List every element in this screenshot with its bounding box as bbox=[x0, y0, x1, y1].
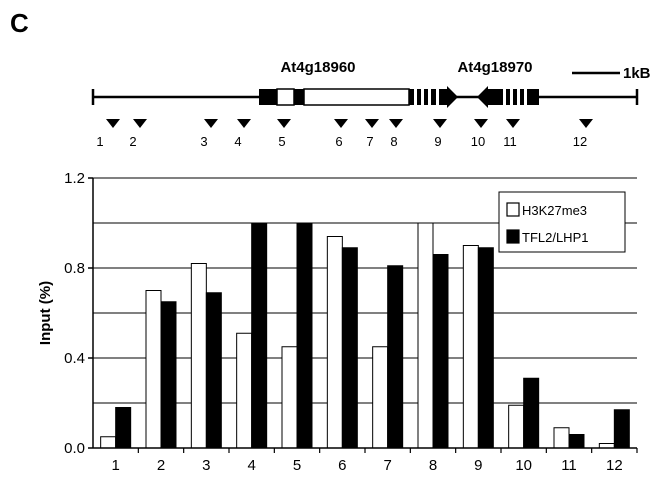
bar-h3k27me3 bbox=[326, 236, 343, 449]
exon-block bbox=[294, 89, 304, 105]
bar-chart: 0.00.40.81.2 1 2 3 4 5 6 7 8 9 10 11 12 Input (%) H… bbox=[37, 170, 638, 474]
gene-map: At4g18960 At4g18970 1kB 1 2 3 4 5 6 7 8 9 10 11 12 bbox=[91, 59, 651, 149]
gene-label-2: At4g18970 bbox=[457, 59, 532, 76]
bar-h3k27me3 bbox=[100, 436, 117, 449]
y-tick-label: 0.8 bbox=[64, 260, 85, 277]
bar-tfl2-lhp1 bbox=[432, 254, 449, 449]
site-label: 11 bbox=[503, 134, 517, 149]
x-tick-label: 10 bbox=[515, 457, 532, 474]
x-tick-label: 8 bbox=[429, 457, 437, 474]
bar-tfl2-lhp1 bbox=[613, 409, 630, 449]
x-tick-label: 9 bbox=[474, 457, 482, 474]
exon-cluster bbox=[488, 89, 539, 105]
exon-block bbox=[259, 89, 277, 105]
y-axis-title: Input (%) bbox=[37, 281, 54, 345]
site-marker-icon bbox=[389, 119, 403, 128]
bar-tfl2-lhp1 bbox=[205, 292, 222, 449]
x-tick-label: 7 bbox=[383, 457, 391, 474]
bar-tfl2-lhp1 bbox=[477, 247, 494, 449]
site-label: 9 bbox=[434, 134, 441, 149]
bar-tfl2-lhp1 bbox=[296, 222, 313, 449]
site-label: 6 bbox=[335, 134, 342, 149]
x-tick-label: 5 bbox=[293, 457, 301, 474]
x-tick-label: 1 bbox=[111, 457, 119, 474]
site-marker-icon bbox=[334, 119, 348, 128]
bars bbox=[100, 222, 630, 449]
bar-h3k27me3 bbox=[462, 245, 479, 449]
y-tick-labels: 0.0 0.4 0.8 1.2 bbox=[64, 170, 93, 457]
site-marker-icon bbox=[579, 119, 593, 128]
panel-letter: C bbox=[10, 8, 29, 38]
site-marker-icon bbox=[237, 119, 251, 128]
site-label: 10 bbox=[471, 134, 485, 149]
site-marker-icon bbox=[365, 119, 379, 128]
legend: H3K27me3 TFL2/LHP1 bbox=[498, 191, 626, 253]
x-tick-label: 2 bbox=[157, 457, 165, 474]
gene-label-1: At4g18960 bbox=[280, 59, 355, 76]
intron-block bbox=[303, 88, 410, 106]
site-marker-icon bbox=[133, 119, 147, 128]
site-label: 8 bbox=[390, 134, 397, 149]
legend-box bbox=[498, 191, 626, 253]
site-marker-icon bbox=[277, 119, 291, 128]
y-tick-label: 1.2 bbox=[64, 170, 85, 187]
y-tick-label: 0.4 bbox=[64, 350, 85, 367]
gene-at4g18970 bbox=[477, 86, 539, 108]
scale-label: 1kB bbox=[623, 65, 651, 82]
bar-h3k27me3 bbox=[236, 332, 253, 449]
legend-swatch-tfl2 bbox=[506, 229, 520, 244]
utr-block bbox=[276, 88, 295, 106]
bar-h3k27me3 bbox=[190, 263, 207, 449]
bar-tfl2-lhp1 bbox=[523, 377, 540, 449]
x-tick-label: 6 bbox=[338, 457, 346, 474]
bar-h3k27me3 bbox=[145, 290, 162, 449]
site-label: 12 bbox=[573, 134, 587, 149]
site-label: 2 bbox=[129, 134, 136, 149]
legend-label-h3k27me3: H3K27me3 bbox=[522, 203, 587, 218]
bar-h3k27me3 bbox=[417, 222, 434, 449]
y-tick-label: 0.0 bbox=[64, 440, 85, 457]
site-marker-icon bbox=[474, 119, 488, 128]
bar-h3k27me3 bbox=[372, 346, 389, 449]
bar-h3k27me3 bbox=[281, 346, 298, 449]
site-marker-icon bbox=[106, 119, 120, 128]
x-tick-label: 3 bbox=[202, 457, 210, 474]
legend-label-tfl2: TFL2/LHP1 bbox=[522, 230, 588, 245]
x-tick-labels: 1 2 3 4 5 6 7 8 9 10 11 12 bbox=[111, 448, 638, 474]
gridlines bbox=[93, 177, 637, 404]
site-label: 5 bbox=[278, 134, 285, 149]
bar-tfl2-lhp1 bbox=[568, 434, 585, 449]
reverse-arrow-icon bbox=[477, 86, 488, 108]
forward-arrow-icon bbox=[447, 86, 458, 108]
legend-swatch-h3k27me3 bbox=[506, 202, 520, 217]
site-marker-icon bbox=[433, 119, 447, 128]
site-label: 3 bbox=[200, 134, 207, 149]
gene-at4g18960 bbox=[259, 86, 458, 108]
bar-tfl2-lhp1 bbox=[251, 222, 268, 449]
bar-h3k27me3 bbox=[553, 427, 570, 449]
site-marker-icon bbox=[506, 119, 520, 128]
site-label: 1 bbox=[96, 134, 103, 149]
bar-tfl2-lhp1 bbox=[160, 301, 177, 449]
x-tick-label: 4 bbox=[247, 457, 255, 474]
site-label: 4 bbox=[234, 134, 241, 149]
bar-tfl2-lhp1 bbox=[115, 407, 132, 449]
site-label: 7 bbox=[366, 134, 373, 149]
bar-h3k27me3 bbox=[508, 404, 525, 449]
site-marker-icon bbox=[204, 119, 218, 128]
amplicon-sites: 1 2 3 4 5 6 7 8 9 10 11 12 bbox=[96, 119, 593, 149]
x-tick-label: 11 bbox=[561, 457, 577, 474]
bar-tfl2-lhp1 bbox=[387, 265, 404, 449]
bar-tfl2-lhp1 bbox=[341, 247, 358, 449]
x-tick-label: 12 bbox=[606, 457, 623, 474]
